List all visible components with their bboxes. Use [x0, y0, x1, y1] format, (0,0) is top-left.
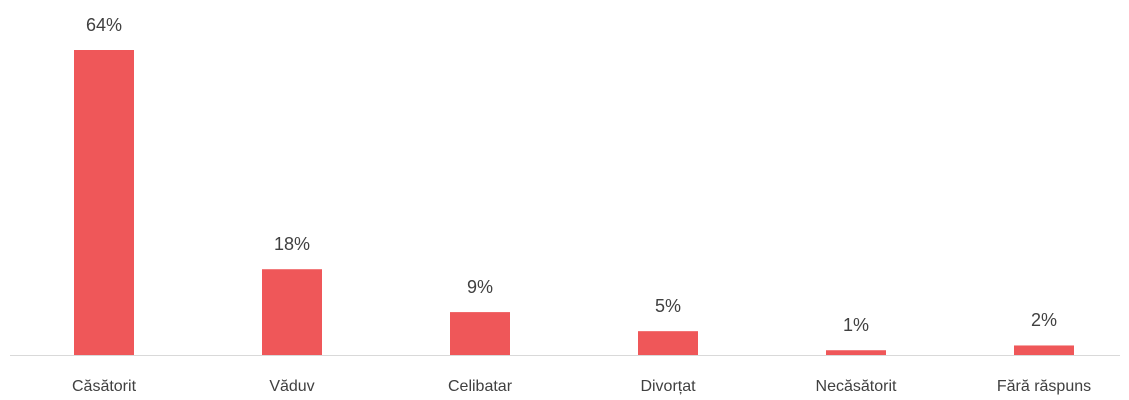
bar: [826, 350, 886, 355]
bar: [450, 312, 510, 355]
x-tick-label: Divorțat: [640, 378, 696, 395]
data-label: 1%: [843, 315, 869, 335]
x-tick-label: Necăsătorit: [816, 378, 897, 395]
bar: [74, 50, 134, 355]
data-label: 9%: [467, 277, 493, 297]
bar: [1014, 345, 1074, 355]
data-label: 2%: [1031, 310, 1057, 330]
x-tick-label: Căsătorit: [72, 378, 137, 395]
data-label: 18%: [274, 234, 310, 254]
data-label: 64%: [86, 15, 122, 35]
data-label: 5%: [655, 296, 681, 316]
x-tick-label: Celibatar: [448, 378, 513, 395]
bar: [262, 269, 322, 355]
x-tick-label: Văduv: [269, 378, 314, 395]
bar: [638, 331, 698, 355]
x-tick-label: Fără răspuns: [997, 378, 1091, 395]
